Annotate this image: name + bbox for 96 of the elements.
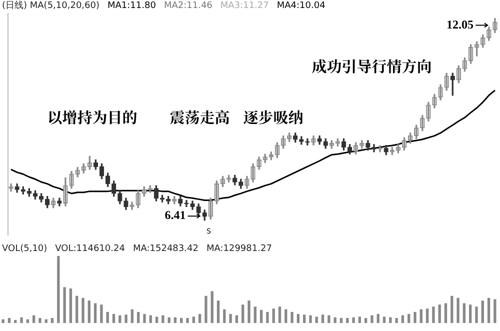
bar — [462, 303, 466, 323]
bar — [186, 318, 189, 323]
bar — [272, 308, 275, 323]
bar — [309, 315, 312, 323]
text: MA:129981.27 — [206, 244, 272, 254]
bar — [69, 288, 72, 323]
bar — [26, 319, 29, 323]
annotation: 6.41 — [164, 208, 186, 222]
bar — [395, 318, 398, 323]
bar — [438, 304, 441, 323]
bar — [469, 304, 472, 323]
chart-title: VOL(5,10) — [2, 244, 48, 254]
bar — [137, 312, 140, 323]
bar — [426, 308, 429, 323]
bar — [487, 298, 490, 323]
bar — [106, 312, 109, 323]
bar — [20, 317, 23, 323]
bar — [432, 306, 435, 323]
bar — [382, 316, 386, 323]
bar — [162, 315, 164, 323]
bar — [204, 296, 208, 323]
bar — [180, 318, 183, 323]
text: VOL:114610.24 — [55, 244, 125, 254]
bar — [296, 314, 300, 323]
text: MA2:11.46 — [164, 1, 212, 11]
bar — [303, 314, 306, 323]
bar — [57, 256, 60, 323]
bar — [278, 306, 282, 323]
bar — [50, 318, 54, 323]
bar — [340, 318, 343, 323]
bar — [130, 309, 134, 323]
annotation: 逐步吸纳 — [243, 107, 304, 128]
text: MA:152483.42 — [132, 244, 198, 254]
bar — [216, 300, 220, 323]
bar — [174, 317, 177, 323]
bar — [229, 314, 232, 323]
bar — [254, 306, 256, 323]
bar — [38, 318, 42, 323]
bar — [328, 315, 330, 323]
chart-title: (日线) MA(5,10,20,60) — [2, 1, 100, 11]
bar — [401, 315, 404, 323]
bar — [370, 315, 374, 323]
bar — [88, 300, 90, 323]
bar — [44, 319, 48, 323]
bar — [334, 317, 336, 323]
bar — [149, 315, 152, 323]
bar — [112, 314, 116, 323]
bar — [143, 314, 146, 323]
bar — [124, 314, 128, 323]
bar — [210, 291, 214, 323]
bar — [248, 300, 250, 323]
bar — [198, 314, 202, 323]
annotation: 震荡走高 — [170, 107, 230, 128]
bar — [2, 319, 4, 323]
bar — [242, 304, 244, 323]
text: MA1:11.80 — [108, 1, 156, 11]
bar — [414, 312, 416, 323]
bar — [364, 318, 368, 323]
bar — [14, 320, 17, 323]
bar — [235, 315, 238, 323]
bar — [118, 315, 122, 323]
bar — [321, 314, 324, 323]
text: MA3:11.27 — [220, 1, 269, 11]
bar — [284, 309, 288, 323]
annotation: 成功引导行情方向 — [312, 56, 432, 77]
bar — [100, 304, 103, 323]
bar — [82, 298, 84, 323]
annotation: 12.05 — [446, 17, 474, 32]
bar — [420, 309, 422, 323]
bar — [76, 296, 78, 323]
bar — [223, 309, 226, 323]
bar — [475, 306, 478, 323]
bar — [456, 298, 460, 323]
bar — [346, 318, 349, 323]
bar — [155, 316, 158, 323]
bar — [408, 314, 410, 323]
bar — [260, 310, 263, 323]
bar — [444, 303, 448, 323]
bar — [32, 315, 36, 323]
bar — [94, 303, 97, 323]
bar — [389, 317, 392, 323]
bar — [315, 316, 318, 323]
bar — [358, 316, 361, 323]
annotation: 以增持为目的 — [47, 107, 138, 128]
bar — [376, 314, 380, 323]
bar — [168, 317, 170, 323]
bar — [352, 317, 355, 323]
bar — [481, 300, 484, 323]
bar — [266, 312, 269, 323]
bar — [494, 299, 496, 323]
bar — [63, 287, 66, 323]
bar — [290, 312, 294, 323]
bar — [192, 316, 195, 323]
bar — [8, 318, 11, 323]
bar — [450, 296, 454, 323]
text: MA4:10.04 — [276, 1, 326, 11]
